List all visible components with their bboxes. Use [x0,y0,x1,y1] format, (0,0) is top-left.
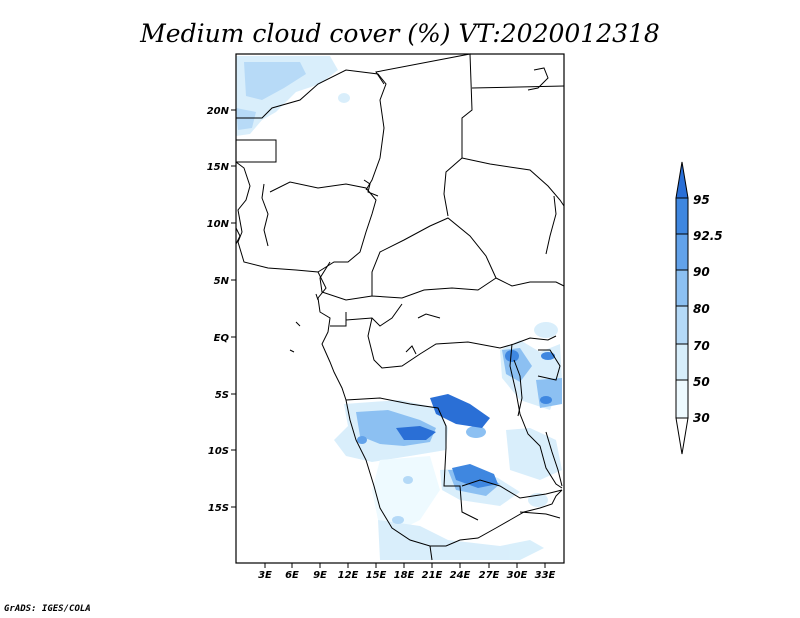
colorbar-label: 30 [693,411,710,425]
lon-label: 3E [258,570,272,581]
lon-label: 30E [507,570,528,581]
map-border [235,53,565,564]
colorbar-swatch [675,197,689,235]
map-panel: 20N 15N 10N 5N EQ 5S 10S 15S 3E 6E 9E [207,53,565,581]
colorbar-swatch [675,233,689,271]
lon-label: 18E [394,570,415,581]
lat-label: 20N [207,106,230,117]
colorbar-label: 92.5 [693,229,723,243]
colorbar-label: 70 [693,339,710,353]
lat-label: EQ [214,333,230,344]
colorbar-swatch [675,379,689,419]
lon-label: 21E [422,570,443,581]
lon-label: 15E [366,570,387,581]
colorbar-swatch [675,269,689,307]
lat-label: 10N [207,219,230,230]
lon-label: 33E [535,570,556,581]
lon-label: 9E [313,570,327,581]
lon-label: 12E [338,570,359,581]
longitude-labels: 3E 6E 9E 12E 15E 18E 21E 24E 27E 30E 33E [258,570,555,581]
lat-label: 10S [208,446,229,457]
longitude-axis [264,563,546,568]
lat-label: 15S [208,503,229,514]
colorbar-cap-bottom [675,417,689,455]
map-title: Medium cloud cover (%) VT:2020012318 [139,19,660,48]
colorbar-label: 95 [693,193,710,207]
lat-label: 5N [214,276,230,287]
colorbar-label: 80 [693,302,710,316]
colorbar-swatch [675,343,689,381]
colorbar [675,161,689,455]
colorbar-label: 90 [693,265,710,279]
colorbar-labels: 95 92.5 90 80 70 50 30 [693,193,723,425]
colorbar-cap-top [675,161,689,199]
grads-credit: GrADS: IGES/COLA [4,604,91,614]
latitude-labels: 20N 15N 10N 5N EQ 5S 10S 15S [207,106,230,514]
lat-label: 15N [207,162,230,173]
lon-label: 27E [479,570,500,581]
colorbar-label: 50 [693,375,710,389]
coastlines-and-borders [235,53,565,561]
latitude-axis [231,109,236,508]
lon-label: 6E [285,570,299,581]
lat-label: 5S [215,390,229,401]
lon-label: 24E [450,570,471,581]
colorbar-swatch [675,305,689,345]
